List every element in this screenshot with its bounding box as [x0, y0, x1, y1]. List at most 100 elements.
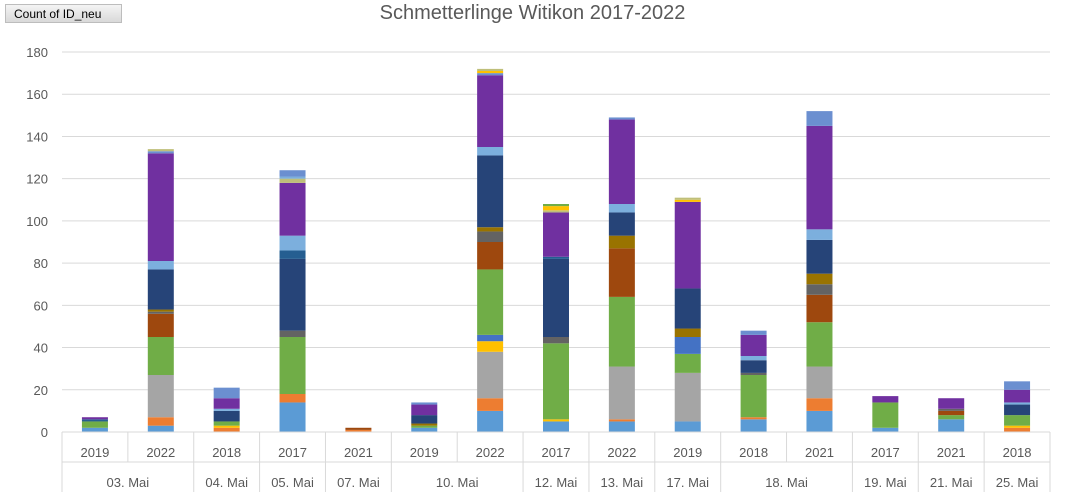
bar-segment	[279, 330, 306, 337]
bar-segment	[674, 201, 701, 289]
y-tick-label: 0	[41, 425, 48, 440]
bar-segment	[477, 71, 504, 74]
bar-segment	[806, 125, 833, 230]
bar-segment	[147, 311, 174, 314]
bar-segment	[806, 239, 833, 274]
y-tick-label: 20	[34, 383, 48, 398]
bar-segment	[411, 404, 438, 416]
bar-segment	[608, 419, 635, 422]
bar-segment	[213, 410, 240, 422]
bar-segment	[279, 170, 306, 177]
bar-segment	[477, 341, 504, 352]
y-tick-label: 60	[34, 298, 48, 313]
x-tick-label: 2019	[80, 445, 109, 460]
bar-segment	[806, 229, 833, 240]
y-tick-label: 100	[26, 214, 48, 229]
bar-segment	[608, 235, 635, 249]
bar-segment	[477, 155, 504, 228]
bar-segment	[213, 408, 240, 411]
y-tick-label: 140	[26, 129, 48, 144]
bar-segment	[411, 402, 438, 405]
bar-segment	[345, 427, 372, 430]
x-group-label: 17. Mai	[666, 475, 709, 490]
bar-segment	[608, 212, 635, 236]
x-tick-label: 2022	[476, 445, 505, 460]
y-tick-label: 80	[34, 256, 48, 271]
bar-segment	[674, 199, 701, 202]
x-tick-label: 2017	[542, 445, 571, 460]
y-axis: 0 20 40 60 80 100 120 140 160 180	[26, 45, 48, 440]
bar-segment	[543, 204, 569, 207]
bar-segment	[477, 269, 504, 335]
bar-segment	[1004, 389, 1031, 403]
bar-segment	[674, 353, 701, 373]
bar-segment	[740, 372, 767, 375]
y-tick-label: 160	[26, 87, 48, 102]
bar-segment	[806, 366, 833, 399]
bar-segment	[411, 423, 438, 426]
bar-segment	[1004, 415, 1031, 426]
bar-segment	[674, 337, 701, 354]
bar-segment	[674, 328, 701, 337]
bar-segment	[872, 396, 899, 403]
x-axis: 2019 2022 03. Mai 2018 04. Mai 2017 05. Mai 202…	[61, 431, 1051, 492]
x-group-label: 18. Mai	[765, 475, 808, 490]
bar-segment	[147, 153, 174, 261]
bar-segment	[608, 119, 635, 204]
bar-segment	[81, 419, 108, 422]
bar-segment	[477, 351, 504, 399]
bar-segment	[279, 235, 306, 251]
pivot-field-button[interactable]: Count of ID_neu	[5, 4, 122, 23]
bar-segment	[674, 288, 701, 329]
bar-segment	[213, 421, 240, 426]
bar-segment	[938, 419, 965, 432]
bar-segment	[740, 360, 767, 373]
bar-segment	[345, 429, 372, 432]
bar-segment	[411, 425, 438, 428]
bar-segment	[938, 410, 965, 416]
bar-segment	[740, 419, 767, 432]
bar-segment	[147, 309, 174, 312]
bar-segment	[147, 149, 174, 152]
x-group-label: 04. Mai	[205, 475, 248, 490]
bar-segment	[806, 294, 833, 323]
bar-segment	[608, 296, 635, 367]
bar-segment	[938, 398, 965, 409]
bar-segment	[81, 421, 108, 428]
bar-segment	[1004, 404, 1031, 416]
bar-segment	[279, 178, 306, 183]
bar-segment	[147, 417, 174, 426]
bar-segment	[411, 415, 438, 424]
bar-segment	[543, 258, 569, 337]
bar-segment	[147, 313, 174, 337]
bar-segment	[740, 417, 767, 420]
bar-segment	[147, 375, 174, 418]
bar-segment	[279, 250, 306, 259]
bar-segment	[1004, 425, 1031, 428]
bar-segment	[674, 372, 701, 422]
bar-segment	[81, 427, 108, 432]
bar-segment	[147, 151, 174, 154]
bar-segment	[477, 75, 504, 147]
bar-segment	[279, 176, 306, 179]
x-tick-label: 2017	[871, 445, 900, 460]
bar-segment	[543, 206, 569, 211]
bar-segment	[477, 410, 504, 432]
bar-segment	[938, 408, 965, 411]
bar-segment	[608, 117, 635, 120]
bar-segment	[213, 398, 240, 409]
x-tick-label: 2018	[212, 445, 241, 460]
bar-segment	[477, 73, 504, 76]
bar-segment	[543, 337, 569, 344]
bar-segment	[543, 419, 569, 422]
bar-segment	[477, 334, 504, 342]
bar-segment	[608, 366, 635, 420]
bar-segment	[147, 261, 174, 270]
bar-segment	[674, 197, 701, 200]
x-group-label: 21. Mai	[930, 475, 973, 490]
bar-segment	[740, 334, 767, 356]
bar-segment	[477, 231, 504, 242]
bar-segment	[1004, 427, 1031, 432]
bar-segment	[147, 269, 174, 310]
bar-segment	[477, 227, 504, 232]
